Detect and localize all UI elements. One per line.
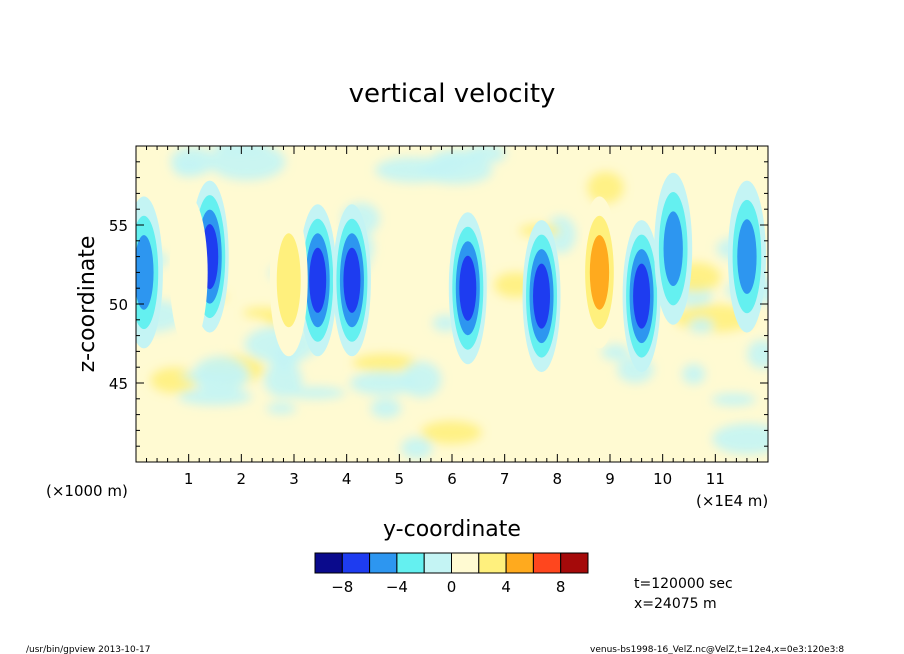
texture-patch [150,367,198,394]
colorbar-label: 4 [501,578,511,596]
feature-4-level-1 [276,233,301,328]
x-tick-label: 5 [395,470,405,488]
colorbar-swatch [505,552,534,574]
feature-layer [136,172,766,373]
texture-patch [747,339,768,369]
x-tick-label: 7 [500,470,510,488]
position-annotation: x=24075 m [634,596,717,612]
colorbar-label: 0 [447,578,457,596]
x-tick-label: 4 [342,470,352,488]
colorbar-swatch [423,552,453,574]
y-tick-label: 45 [109,375,128,393]
texture-patch [172,158,204,177]
texture-patch [375,157,454,183]
texture-patch [587,171,624,204]
colorbar-label: −8 [331,578,353,596]
colorbar-swatch [451,552,480,574]
x-tick-label: 2 [237,470,247,488]
feature-10-level-2 [663,211,683,287]
colorbar-swatch [314,552,343,574]
texture-patch [352,354,417,372]
feature-5-level-3 [343,247,361,313]
feature-6-level-3 [459,255,477,321]
chart-title: vertical velocity [349,79,556,109]
colorbar-label: −4 [386,578,408,596]
time-annotation: t=120000 sec [634,576,733,592]
texture-patch [370,398,402,419]
y-axis-label: z-coordinate [75,236,100,373]
colorbar-swatch [341,552,371,574]
texture-patch [711,393,757,406]
colorbar: −8 −4 0 4 8 [314,552,589,596]
texture-patch [688,318,714,333]
x-tick-label: 8 [553,470,563,488]
x-axis: 1 2 3 4 5 6 7 8 9 10 11 [146,146,769,488]
texture-patch [420,421,482,444]
colorbar-swatch [532,552,562,574]
texture-patch [209,146,286,181]
y-tick-label: 55 [109,217,128,235]
texture-patch [712,423,768,455]
texture-patch [266,402,297,414]
texture-patch [178,387,252,406]
feature-8-level-2 [589,235,610,310]
feature-3-level-3 [309,247,327,313]
x-tick-label: 10 [653,470,672,488]
texture-patch [682,363,706,385]
feature-9-level-3 [633,263,651,329]
colorbar-swatch [478,552,507,574]
texture-patch [286,386,346,399]
texture-patch [439,149,483,165]
colorbar-swatch [396,552,425,574]
x-tick-label: 3 [289,470,299,488]
colorbar-swatch [369,552,398,574]
texture-patch [349,371,417,396]
texture-patch [211,146,269,153]
feature-2-level-0 [169,196,208,349]
y-tick-label: 50 [109,296,128,314]
y-axis: 45 50 55 [109,161,768,447]
feature-11-level-2 [737,219,757,294]
feature-7-level-3 [533,263,551,329]
colorbar-label: 8 [556,578,566,596]
x-tick-label: 11 [706,470,725,488]
texture-patch [601,344,630,361]
colorbar-swatch [560,552,589,574]
footer-right: venus-bs1998-16_VelZ.nc@VelZ,t=12e4,x=0e… [590,645,844,654]
x-axis-label: y-coordinate [383,517,521,542]
x-tick-label: 9 [605,470,615,488]
footer-left: /usr/bin/gpview 2013-10-17 [26,645,150,654]
x-tick-label: 6 [447,470,457,488]
texture-patch [263,362,303,398]
texture-patch [193,356,249,394]
x-tick-label: 1 [184,470,194,488]
texture-patch [401,437,433,459]
feature-0-level-2 [136,235,154,310]
x-scale-note: (×1000 m) [46,482,128,500]
x-unit-note: (×1E4 m) [696,492,768,510]
